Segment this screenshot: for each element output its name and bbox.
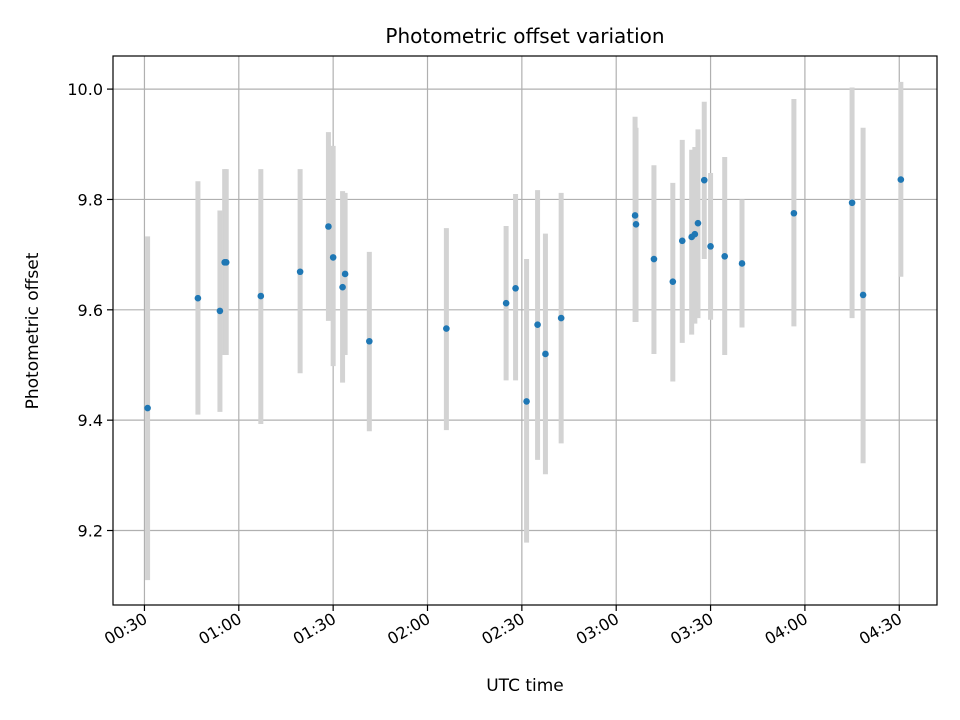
data-point: [691, 230, 699, 238]
data-point: [216, 307, 224, 315]
y-axis-title: Photometric offset: [23, 252, 43, 409]
data-point: [534, 321, 541, 329]
y-tick-label: 9.8: [78, 190, 103, 209]
data-point: [296, 268, 304, 276]
data-point: [721, 252, 729, 260]
data-point: [897, 176, 905, 183]
plot-area: [112, 55, 938, 606]
data-point: [339, 283, 346, 291]
y-tick-label: 9.4: [78, 411, 103, 430]
data-point: [631, 212, 639, 219]
data-point: [341, 270, 349, 278]
data-point: [859, 291, 867, 299]
chart-title: Photometric offset variation: [385, 24, 664, 48]
data-point: [512, 284, 519, 292]
data-point: [650, 255, 658, 263]
y-tick-label: 10.0: [67, 80, 103, 99]
data-point: [700, 176, 708, 184]
data-point: [257, 292, 265, 300]
axes-frame: [112, 55, 938, 606]
data-point: [678, 237, 686, 245]
data-point: [738, 260, 746, 267]
y-tick-label: 9.6: [78, 301, 103, 320]
data-point: [790, 209, 798, 217]
data-points: [144, 176, 905, 412]
y-axis-ticks: 9.2 9.4 9.6 9.8 10.0: [67, 80, 113, 541]
data-point: [632, 220, 640, 228]
data-point: [707, 243, 714, 250]
data-point: [669, 278, 677, 285]
data-point: [848, 199, 856, 207]
data-point: [329, 254, 337, 261]
x-axis-title: UTC time: [486, 676, 564, 696]
data-point: [443, 325, 450, 332]
data-point: [144, 404, 151, 412]
data-point: [325, 223, 332, 230]
data-point: [694, 219, 702, 227]
data-point: [523, 398, 530, 405]
data-point: [502, 299, 510, 307]
y-tick-label: 9.2: [78, 522, 103, 541]
data-point: [194, 294, 202, 302]
data-point: [222, 259, 230, 266]
data-point: [542, 350, 549, 358]
data-point: [557, 314, 565, 322]
data-point: [366, 337, 373, 345]
